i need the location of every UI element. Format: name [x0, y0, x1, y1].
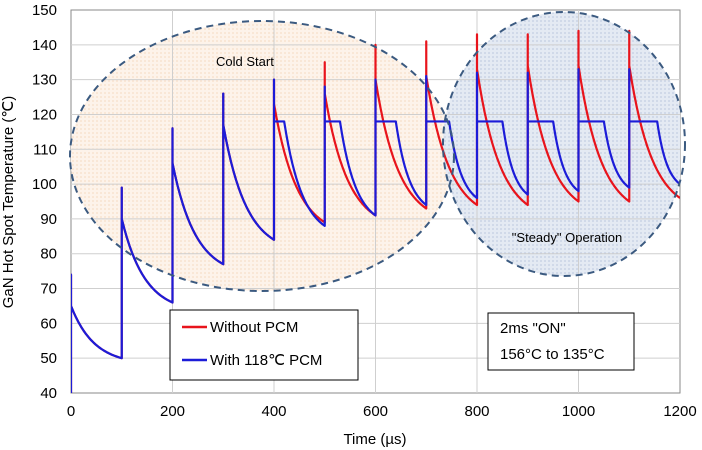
y-tick-label: 70	[40, 281, 57, 298]
info-box: 2ms "ON" 156°C to 135°C	[487, 312, 635, 371]
info-box-line1: 2ms "ON"	[500, 320, 566, 337]
info-box-line2: 156°C to 135°C	[500, 346, 605, 363]
y-tick-label: 130	[32, 72, 57, 89]
legend-label-without-pcm: Without PCM	[210, 319, 298, 336]
y-tick-label: 140	[32, 37, 57, 54]
annotation-steady-operation: "Steady" Operation	[512, 230, 622, 245]
x-tick-label: 1200	[663, 403, 696, 420]
y-tick-label: 80	[40, 246, 57, 263]
y-tick-label: 100	[32, 176, 57, 193]
x-tick-label: 200	[160, 403, 185, 420]
y-tick-label: 40	[40, 385, 57, 402]
series-line-with-pcm	[71, 68, 680, 393]
y-tick-label: 150	[32, 2, 57, 19]
info-box-frame	[487, 312, 635, 371]
y-axis-title: GaN Hot Spot Temperature (℃)	[0, 96, 17, 308]
legend: Without PCM With 118℃ PCM	[169, 309, 359, 381]
legend-frame	[169, 309, 359, 381]
y-tick-label: 120	[32, 106, 57, 123]
y-tick-label: 90	[40, 211, 57, 228]
y-tick-label: 50	[40, 350, 57, 367]
x-tick-label: 400	[261, 403, 286, 420]
x-tick-label: 1000	[562, 403, 595, 420]
x-tick-label: 600	[363, 403, 388, 420]
y-tick-label: 110	[33, 141, 57, 158]
y-tick-label: 60	[40, 315, 57, 332]
cold-start-outline	[69, 20, 455, 292]
x-tick-label: 0	[67, 403, 75, 420]
x-tick-label: 800	[464, 403, 489, 420]
cold-start-region	[71, 21, 454, 291]
annotation-cold-start: Cold Start	[216, 54, 274, 69]
x-axis-title: Time (µs)	[343, 431, 406, 448]
steady-operation-outline	[442, 11, 686, 277]
legend-label-with-pcm: With 118℃ PCM	[210, 352, 322, 369]
steady-operation-region	[443, 12, 680, 276]
